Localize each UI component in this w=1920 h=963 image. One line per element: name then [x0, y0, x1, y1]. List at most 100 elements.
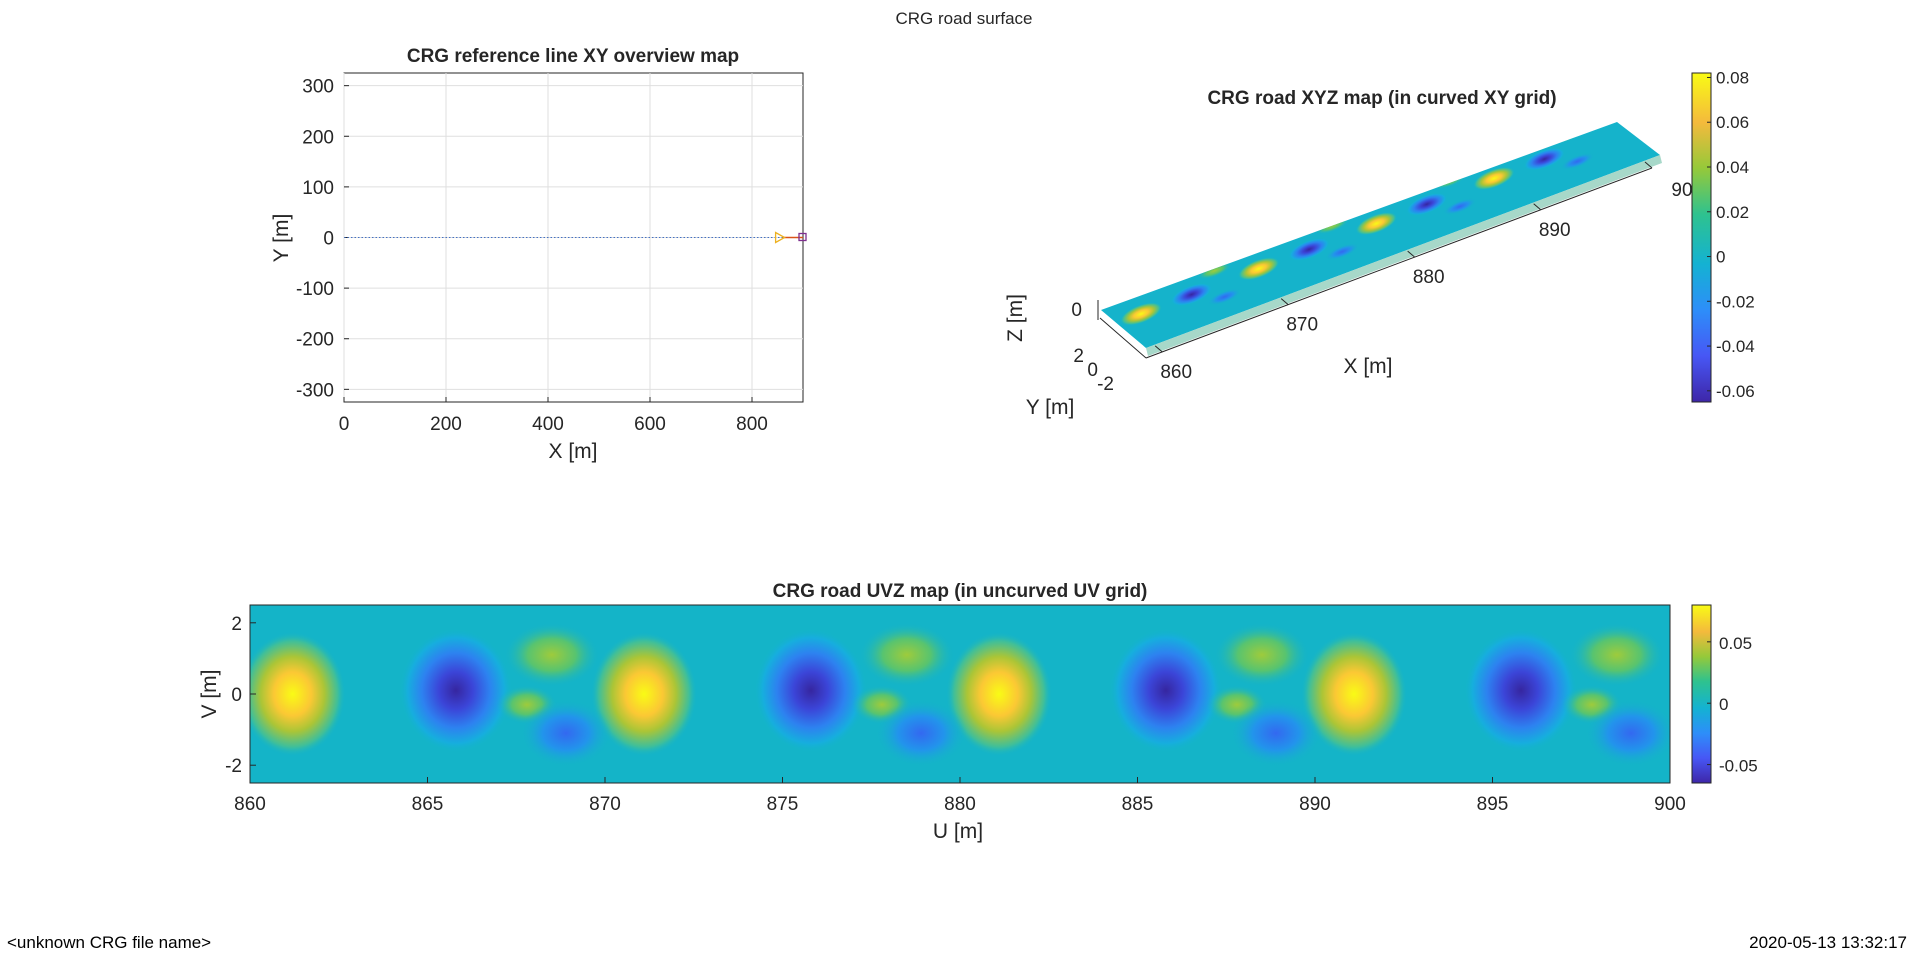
xyz-y-tick-label: 0 — [1087, 360, 1098, 381]
uvz-x-tick-label: 865 — [412, 794, 444, 815]
xy-y-tick-label: 100 — [302, 178, 334, 199]
uvz-peak — [250, 631, 346, 757]
uvz-x-tick-label: 870 — [589, 794, 621, 815]
uvz-blue-dip — [1584, 699, 1670, 767]
xyz-x-tick — [1280, 298, 1289, 305]
uvz-green-bump — [1568, 622, 1665, 687]
uvz-y-axis-label: V [m] — [198, 669, 221, 718]
xyz-x-tick-label: 870 — [1286, 315, 1318, 336]
uvz-trough — [1109, 628, 1223, 753]
uvz-x-tick-labels: 860 865 870 875 880 885 890 895 900 — [234, 777, 1686, 815]
xyz-colorbar-tick-label: -0.06 — [1716, 382, 1755, 401]
uvz-peak — [945, 631, 1053, 757]
xyz-x-tick — [1154, 345, 1163, 353]
xyz-x-tick-label: 860 — [1160, 362, 1192, 383]
uvz-heatmap-plot: CRG road UVZ map (in uncurved UV grid) 8… — [198, 581, 1758, 843]
uvz-peak — [590, 631, 698, 757]
uvz-colorbar-tick-label: -0.05 — [1719, 757, 1758, 776]
xyz-surface-features — [1120, 126, 1595, 326]
uvz-x-tick-label: 890 — [1299, 794, 1331, 815]
uvz-x-axis-label: U [m] — [933, 820, 983, 843]
xyz-z-axis-label: Z [m] — [1004, 294, 1027, 342]
xyz-x-tick-label: 90 — [1671, 180, 1692, 201]
xy-x-tick-label: 600 — [634, 414, 666, 435]
xyz-colorbar-tick-labels: 0.08 0.06 0.04 0.02 0 -0.02 -0.04 -0.06 — [1707, 68, 1755, 401]
xyz-colorbar-tick-label: 0.06 — [1716, 113, 1749, 132]
xyz-x-tick — [1407, 250, 1416, 258]
xyz-x-axis-label: X [m] — [1343, 355, 1392, 378]
xy-y-tick-label: 0 — [323, 229, 334, 250]
uvz-x-tick-label: 880 — [944, 794, 976, 815]
uvz-colorbar — [1691, 604, 1712, 784]
uvz-trough — [754, 628, 868, 753]
xy-x-tick-label: 400 — [532, 414, 564, 435]
uvz-trough — [399, 628, 513, 753]
xyz-colorbar-tick-label: -0.04 — [1716, 337, 1755, 356]
uvz-green-bump — [1213, 622, 1310, 687]
xy-x-tick-label: 800 — [736, 414, 768, 435]
xy-y-tick-label: 200 — [302, 127, 334, 148]
xyz-x-axis-line — [1145, 167, 1653, 359]
uvz-x-tick-label: 885 — [1122, 794, 1154, 815]
uvz-y-tick-label: 0 — [231, 685, 242, 706]
uvz-y-tick-label: 2 — [231, 614, 242, 635]
uvz-green-bump — [858, 622, 955, 687]
xy-y-tick-label: -200 — [296, 330, 334, 351]
xy-x-tick-label: 0 — [339, 414, 350, 435]
uvz-heatmap-features — [250, 622, 1670, 767]
xy-y-tick-label: -300 — [296, 380, 334, 401]
xy-start-marker — [774, 231, 786, 244]
xyz-x-tick-label: 890 — [1539, 220, 1571, 241]
xyz-colorbar-tick-label: 0.08 — [1716, 68, 1749, 87]
xy-plot-title: CRG reference line XY overview map — [407, 46, 739, 67]
uvz-blue-dip — [874, 699, 968, 767]
uvz-green-bump — [503, 622, 600, 687]
xy-y-tick-label: 300 — [302, 77, 334, 98]
uvz-x-tick-label: 875 — [767, 794, 799, 815]
xyz-colorbar-tick-label: 0 — [1716, 248, 1725, 267]
xyz-3d-plot: CRG road XYZ map (in curved XY grid) — [1004, 68, 1755, 419]
uvz-trough — [1464, 628, 1578, 753]
uvz-blue-dip — [1229, 699, 1323, 767]
xy-overview-plot: CRG reference line XY overview map 0 200 4… — [270, 46, 807, 463]
xy-x-axis-label: X [m] — [548, 440, 597, 463]
footer-file-name: <unknown CRG file name> — [7, 933, 212, 952]
xy-series — [344, 231, 807, 244]
xy-end-marker — [798, 232, 807, 242]
xyz-colorbar — [1691, 72, 1712, 403]
uvz-colorbar-tick-labels: 0.05 0 -0.05 — [1707, 634, 1758, 776]
footer-timestamp: 2020-05-13 13:32:17 — [1749, 933, 1907, 952]
xyz-plot-title: CRG road XYZ map (in curved XY grid) — [1207, 88, 1556, 109]
uvz-x-tick-label: 895 — [1477, 794, 1509, 815]
uvz-colorbar-tick-label: 0.05 — [1719, 634, 1752, 653]
xyz-x-tick — [1644, 161, 1653, 169]
xyz-x-tick — [1533, 203, 1542, 211]
uvz-peak — [1300, 631, 1408, 757]
xyz-z-tick-label: 0 — [1071, 300, 1082, 321]
uvz-x-tick-label: 900 — [1654, 794, 1686, 815]
xy-y-tick-labels: 300 200 100 0 -100 -200 -300 — [296, 77, 334, 402]
xyz-y-tick-label: -2 — [1097, 374, 1114, 395]
uvz-y-tick-labels: 2 0 -2 — [225, 614, 256, 777]
xyz-road-edge — [1146, 155, 1662, 356]
xyz-colorbar-tick-label: -0.02 — [1716, 292, 1755, 311]
xy-x-tick-label: 200 — [430, 414, 462, 435]
xy-x-tick-labels: 0 200 400 600 800 — [339, 414, 768, 435]
figure-title: CRG road surface — [896, 9, 1033, 28]
xyz-colorbar-tick-label: 0.04 — [1716, 158, 1749, 177]
xyz-colorbar-tick-label: 0.02 — [1716, 203, 1749, 222]
uvz-plot-title: CRG road UVZ map (in uncurved UV grid) — [773, 581, 1148, 602]
xyz-y-tick-label: 2 — [1073, 346, 1084, 367]
xyz-y-axis-line — [1099, 317, 1147, 359]
uvz-blue-dip — [519, 699, 613, 767]
uvz-y-tick-label: -2 — [225, 756, 242, 777]
xyz-y-axis-label: Y [m] — [1026, 396, 1075, 419]
xy-grid — [343, 73, 803, 402]
uvz-colorbar-tick-label: 0 — [1719, 695, 1728, 714]
xyz-x-tick-label: 880 — [1413, 267, 1445, 288]
xy-y-axis-label: Y [m] — [270, 214, 293, 263]
uvz-x-tick-label: 860 — [234, 794, 266, 815]
xy-y-tick-label: -100 — [296, 279, 334, 300]
